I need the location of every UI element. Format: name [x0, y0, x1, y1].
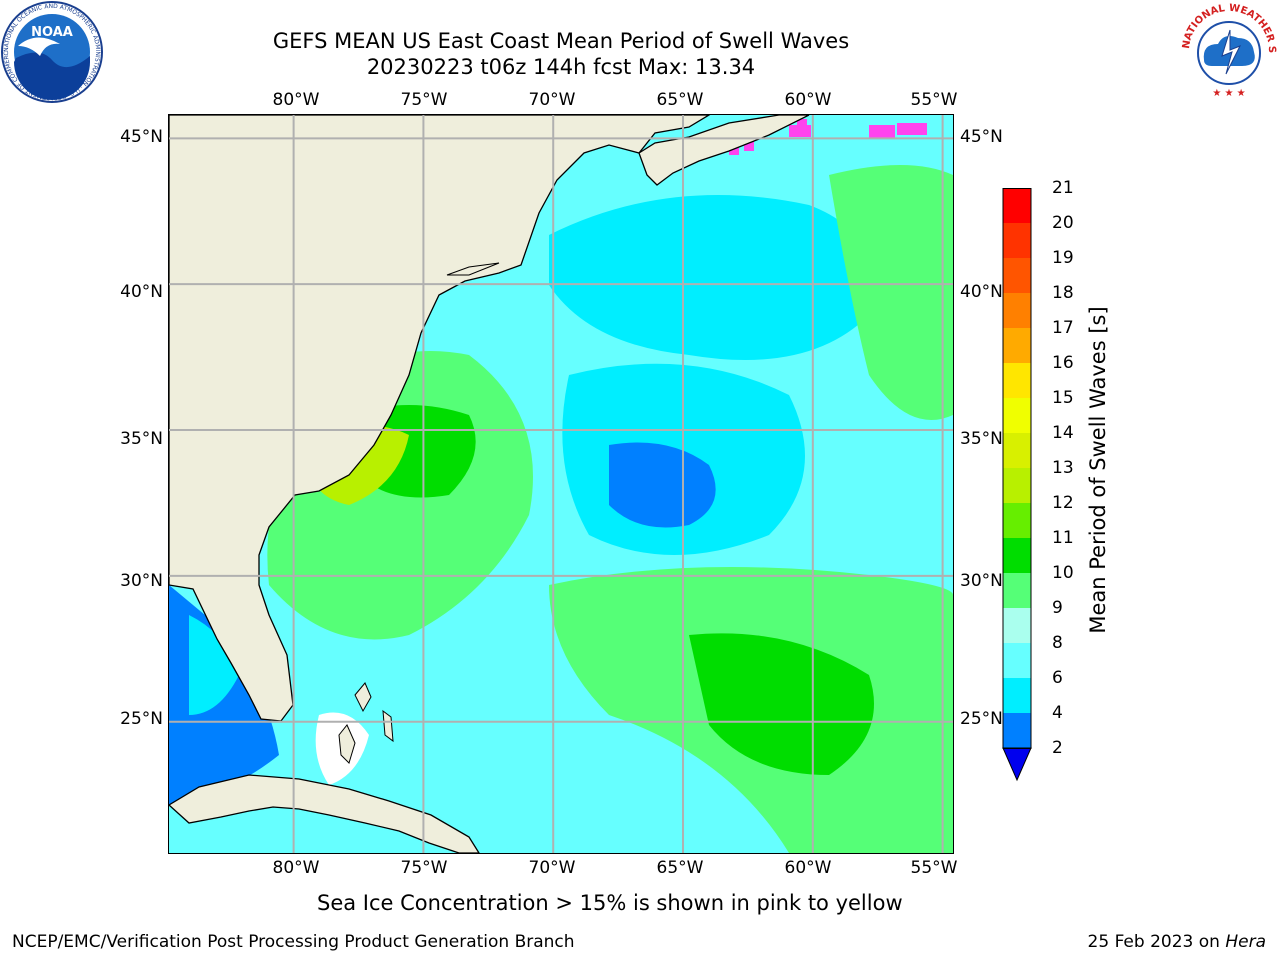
map-field [169, 115, 953, 853]
field-blue-central [609, 442, 716, 528]
colorbar-tick-label: 19 [1052, 248, 1074, 268]
lat-label-right: 45°N [960, 127, 1003, 147]
land-cuba [169, 774, 480, 853]
sea-ice-cell [729, 145, 739, 155]
lon-label-top: 60°W [784, 90, 832, 110]
noaa-logo: NATIONAL OCEANIC AND ATMOSPHERIC ADMINIS… [0, 0, 103, 103]
lon-label-bottom: 80°W [272, 858, 320, 878]
nws-logo: NATIONAL WEATHER SERVICE ★ ★ ★ [1178, 0, 1278, 100]
lon-label-top: 75°W [400, 90, 448, 110]
colorbar [1002, 188, 1032, 782]
map-panel [169, 115, 953, 853]
colorbar-band [1003, 713, 1031, 749]
lat-label-right: 35°N [960, 429, 1003, 449]
footer-date: 25 Feb 2023 on Hera [1088, 932, 1266, 952]
colorbar-tick-label: 6 [1052, 668, 1063, 688]
lon-label-bottom: 70°W [528, 858, 576, 878]
colorbar-tick-label: 4 [1052, 703, 1063, 723]
lat-label-right: 40°N [960, 282, 1003, 302]
colorbar-tick-label: 9 [1052, 598, 1063, 618]
lat-label-left: 25°N [120, 709, 163, 729]
lat-label-right: 30°N [960, 571, 1003, 591]
land-long-island [446, 262, 500, 276]
footer-machine: Hera [1225, 932, 1266, 952]
graticule [169, 115, 953, 853]
lat-label-left: 40°N [120, 282, 163, 302]
sea-ice-cell [789, 125, 811, 137]
chart-title: GEFS MEAN US East Coast Mean Period of S… [272, 29, 850, 53]
colorbar-band [1003, 573, 1031, 609]
colorbar-band [1003, 258, 1031, 294]
colorbar-tick-label: 10 [1052, 563, 1074, 583]
land-nova-scotia [638, 115, 810, 186]
colorbar-tick-label: 2 [1052, 738, 1063, 758]
lon-label-top: 55°W [910, 90, 958, 110]
colorbar-tick-label: 12 [1052, 493, 1074, 513]
colorbar-tick-label: 15 [1052, 388, 1074, 408]
colorbar-tick-label: 21 [1052, 178, 1074, 198]
colorbar-band [1003, 188, 1031, 224]
colorbar-frame [1002, 188, 1032, 749]
lat-label-right: 25°N [960, 709, 1003, 729]
colorbar-tick-label: 20 [1052, 213, 1074, 233]
sea-ice-layer [729, 119, 927, 155]
colorbar-tick-label: 16 [1052, 353, 1074, 373]
colorbar-band [1003, 398, 1031, 434]
land-eleuthera [382, 709, 394, 743]
footer-producer: NCEP/EMC/Verification Post Processing Pr… [12, 932, 575, 952]
swell-period-field [169, 115, 953, 853]
colorbar-band [1003, 363, 1031, 399]
land-north-america [169, 115, 711, 722]
colorbar-band [1003, 433, 1031, 469]
noaa-logo-text: NOAA [31, 25, 73, 40]
colorbar-band [1003, 678, 1031, 714]
colorbar-band [1003, 293, 1031, 329]
lon-label-top: 70°W [528, 90, 576, 110]
lat-label-left: 45°N [120, 127, 163, 147]
colorbar-tick-label: 13 [1052, 458, 1074, 478]
lon-label-top: 80°W [272, 90, 320, 110]
chart-subtitle: 20230223 t06z 144h fcst Max: 13.34 [366, 55, 756, 79]
colorbar-tick-label: 8 [1052, 633, 1063, 653]
lon-label-top: 65°W [656, 90, 704, 110]
colorbar-band [1003, 608, 1031, 644]
colorbar-title: Mean Period of Swell Waves [s] [1086, 306, 1110, 634]
colorbar-tick-label: 14 [1052, 423, 1074, 443]
lon-label-bottom: 60°W [784, 858, 832, 878]
colorbar-band [1003, 538, 1031, 574]
lon-label-bottom: 55°W [910, 858, 958, 878]
field-green-south-dark [689, 633, 874, 775]
sea-ice-cell [744, 141, 754, 151]
sea-ice-caption: Sea Ice Concentration > 15% is shown in … [317, 891, 903, 915]
svg-text:★ ★ ★: ★ ★ ★ [1212, 88, 1245, 99]
colorbar-band [1003, 503, 1031, 539]
colorbar-band [1003, 643, 1031, 679]
lon-label-bottom: 75°W [400, 858, 448, 878]
colorbar-band [1003, 468, 1031, 504]
sea-ice-cell [869, 125, 895, 139]
colorbar-tick-label: 17 [1052, 318, 1074, 338]
lat-label-left: 30°N [120, 571, 163, 591]
sea-ice-cell [897, 123, 927, 135]
colorbar-band [1003, 223, 1031, 259]
field-green-ne [829, 165, 953, 420]
field-cyan-north [549, 195, 873, 360]
land-andros [338, 724, 356, 764]
land-abaco [354, 682, 372, 713]
footer-date-text: 25 Feb 2023 on [1087, 932, 1226, 952]
colorbar-tick-label: 18 [1052, 283, 1074, 303]
colorbar-tick-label: 11 [1052, 528, 1074, 548]
colorbar-under-arrow [1002, 747, 1032, 782]
field-gulf-cyan [189, 615, 239, 715]
lat-label-left: 35°N [120, 429, 163, 449]
lon-label-bottom: 65°W [656, 858, 704, 878]
colorbar-band [1003, 328, 1031, 364]
sea-ice-cell [797, 119, 807, 127]
